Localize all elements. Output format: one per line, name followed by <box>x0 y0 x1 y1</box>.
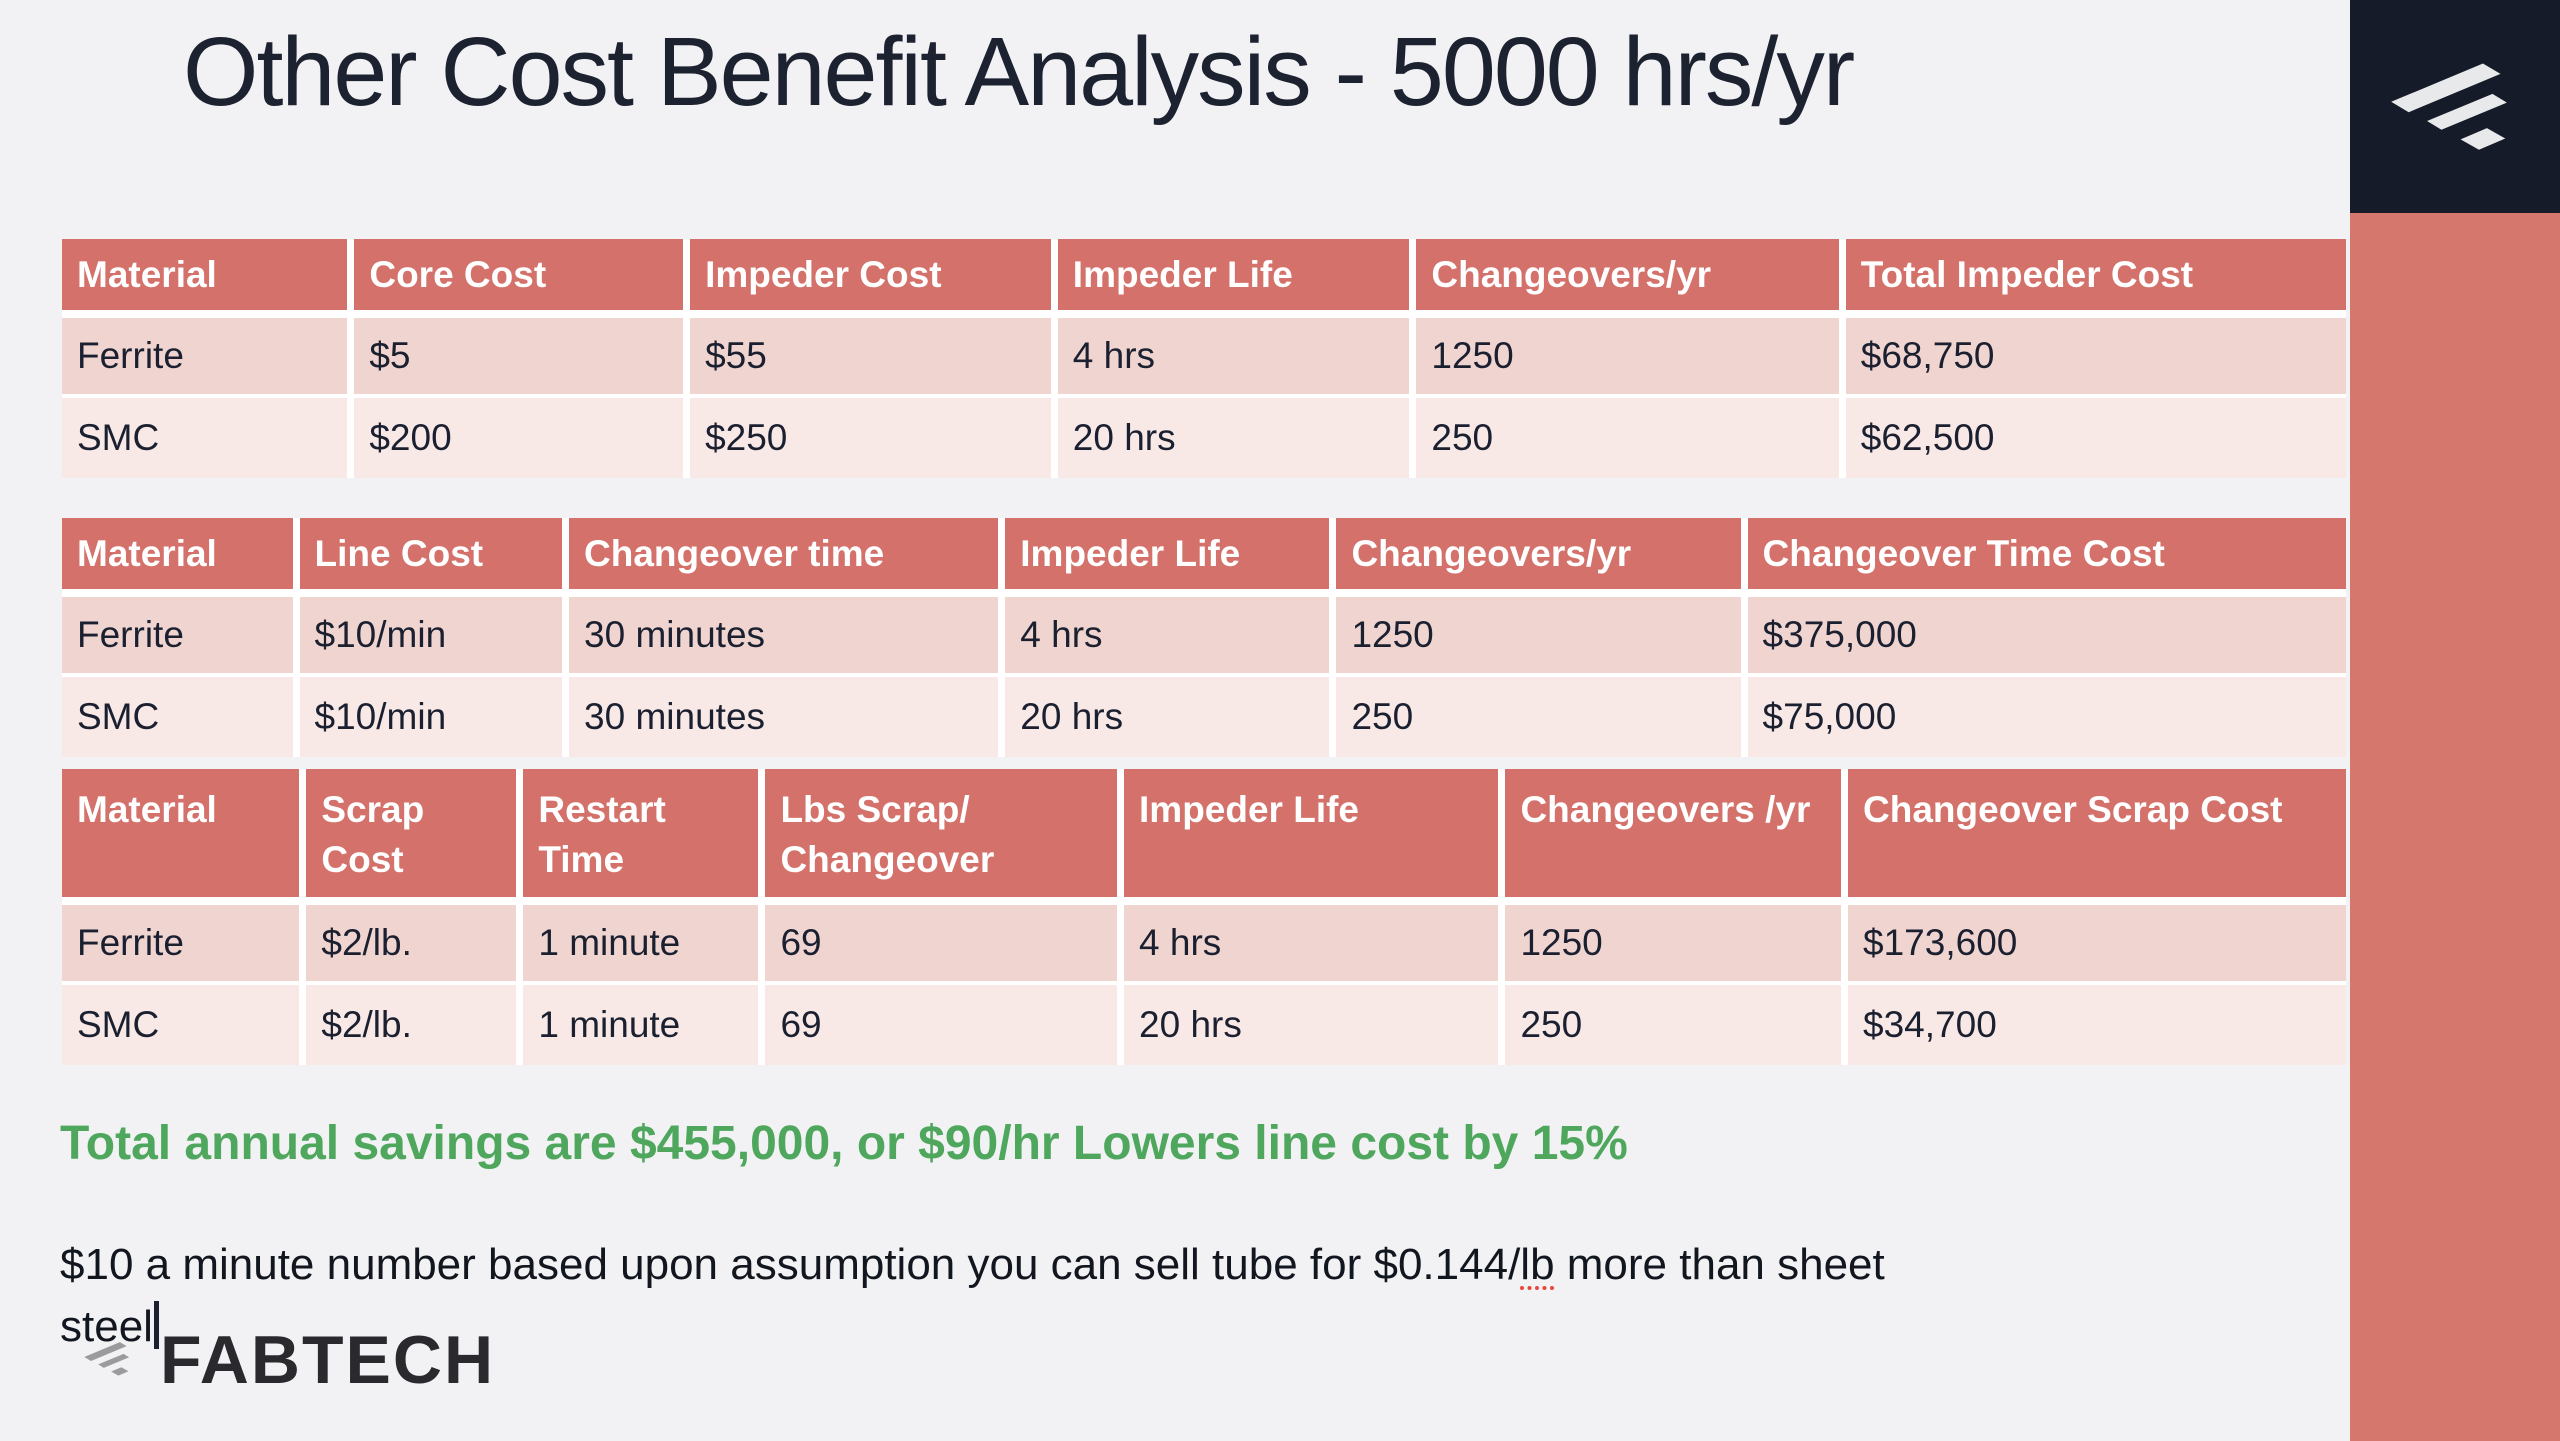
body-cell[interactable]: 1250 <box>1416 318 1846 398</box>
header-cell[interactable]: Changeover Scrap Cost <box>1848 769 2346 905</box>
body-cell[interactable]: 20 hrs <box>1005 677 1337 757</box>
header-cell[interactable]: Changeovers /yr <box>1505 769 1849 905</box>
header-cell[interactable]: Impeder Life <box>1124 769 1506 905</box>
body-cell[interactable]: $10/min <box>299 597 570 677</box>
header-cell[interactable]: Changeovers/yr <box>1336 518 1748 597</box>
table-row: Ferrite $2/lb. 1 minute 69 4 hrs 1250 $173,600 <box>62 905 2346 985</box>
body-cell[interactable]: SMC <box>62 398 355 478</box>
body-cell[interactable]: 250 <box>1505 985 1849 1065</box>
fabtech-stripes-icon <box>84 1342 130 1376</box>
body-cell[interactable]: Ferrite <box>62 597 300 677</box>
body-cell[interactable]: 20 hrs <box>1057 398 1417 478</box>
body-cell[interactable]: 250 <box>1336 677 1748 757</box>
header-cell[interactable]: Impeder Cost <box>690 239 1058 318</box>
body-cell[interactable]: $2/lb. <box>306 985 524 1065</box>
body-cell[interactable]: $375,000 <box>1747 597 2346 677</box>
header-row: Material Line Cost Changeover time Impeder … <box>62 518 2346 597</box>
header-cell[interactable]: Impeder Life <box>1057 239 1417 318</box>
body-cell[interactable]: 30 minutes <box>569 677 1006 757</box>
table-row: SMC $200 $250 20 hrs 250 $62,500 <box>62 398 2346 478</box>
body-cell[interactable]: 1 minute <box>523 905 766 985</box>
body-cell[interactable]: $5 <box>354 318 691 398</box>
savings-summary[interactable]: Total annual savings are $455,000, or $9… <box>60 1117 1628 1170</box>
body-cell[interactable]: $68,750 <box>1845 318 2346 398</box>
note-text-line2: steel <box>60 1302 153 1351</box>
body-cell[interactable]: 69 <box>765 985 1125 1065</box>
body-cell[interactable]: 1 minute <box>523 985 766 1065</box>
changeover-time-cost-table[interactable]: Material Line Cost Changeover time Impeder … <box>62 518 2346 757</box>
body-cell[interactable]: 20 hrs <box>1124 985 1506 1065</box>
body-cell[interactable]: $75,000 <box>1747 677 2346 757</box>
body-cell[interactable]: $200 <box>354 398 691 478</box>
body-cell[interactable]: $62,500 <box>1845 398 2346 478</box>
body-cell[interactable]: 1250 <box>1336 597 1748 677</box>
changeover-scrap-cost-table[interactable]: Material Scrap Cost Restart Time Lbs Scrap/… <box>62 769 2346 1065</box>
body-cell[interactable]: SMC <box>62 677 300 757</box>
table-row: Ferrite $5 $55 4 hrs 1250 $68,750 <box>62 318 2346 398</box>
body-cell[interactable]: $34,700 <box>1848 985 2346 1065</box>
header-cell[interactable]: Material <box>62 239 355 318</box>
table-row: SMC $10/min 30 minutes 20 hrs 250 $75,000 <box>62 677 2346 757</box>
right-accent-bar <box>2350 213 2560 1441</box>
header-row: Material Core Cost Impeder Cost Impeder Lif… <box>62 239 2346 318</box>
body-cell[interactable]: 69 <box>765 905 1125 985</box>
header-cell[interactable]: Line Cost <box>299 518 570 597</box>
body-cell[interactable]: Ferrite <box>62 905 307 985</box>
note-text: more than sheet <box>1554 1240 1885 1289</box>
fabtech-wordmark: FABTECH <box>160 1322 496 1398</box>
table-row: SMC $2/lb. 1 minute 69 20 hrs 250 $34,700 <box>62 985 2346 1065</box>
brand-corner-square <box>2350 0 2560 213</box>
body-cell[interactable]: 250 <box>1416 398 1846 478</box>
header-cell[interactable]: Core Cost <box>354 239 691 318</box>
header-row: Material Scrap Cost Restart Time Lbs Scrap/… <box>62 769 2346 905</box>
note-text: $10 a minute number based upon assumptio… <box>60 1240 1521 1289</box>
body-cell[interactable]: 4 hrs <box>1124 905 1506 985</box>
body-cell[interactable]: Ferrite <box>62 318 355 398</box>
body-cell[interactable]: $250 <box>690 398 1058 478</box>
impeder-cost-table[interactable]: Material Core Cost Impeder Cost Impeder Lif… <box>62 239 2346 478</box>
header-cell[interactable]: Total Impeder Cost <box>1845 239 2346 318</box>
fabtech-stripes-icon <box>2391 63 2507 150</box>
header-cell[interactable]: Impeder Life <box>1005 518 1337 597</box>
body-cell[interactable]: SMC <box>62 985 307 1065</box>
header-cell[interactable]: Material <box>62 769 307 905</box>
fabtech-logo: FABTECH <box>50 1326 495 1394</box>
body-cell[interactable]: $10/min <box>299 677 570 757</box>
slide-title[interactable]: Other Cost Benefit Analysis - 5000 hrs/y… <box>183 17 1855 126</box>
header-cell[interactable]: Changeover Time Cost <box>1747 518 2346 597</box>
body-cell[interactable]: 4 hrs <box>1005 597 1337 677</box>
body-cell[interactable]: $55 <box>690 318 1058 398</box>
text-cursor <box>153 1301 159 1349</box>
assumption-note[interactable]: $10 a minute number based upon assumptio… <box>60 1234 2360 1358</box>
body-cell[interactable]: $173,600 <box>1848 905 2346 985</box>
header-cell[interactable]: Material <box>62 518 300 597</box>
table-row: Ferrite $10/min 30 minutes 4 hrs 1250 $375,00… <box>62 597 2346 677</box>
header-cell[interactable]: Lbs Scrap/ Changeover <box>765 769 1125 905</box>
body-cell[interactable]: $2/lb. <box>306 905 524 985</box>
header-cell[interactable]: Restart Time <box>523 769 766 905</box>
body-cell[interactable]: 4 hrs <box>1057 318 1417 398</box>
body-cell[interactable]: 1250 <box>1505 905 1849 985</box>
body-cell[interactable]: 30 minutes <box>569 597 1006 677</box>
header-cell[interactable]: Changeovers/yr <box>1416 239 1846 318</box>
spellcheck-flagged-word: lb <box>1520 1240 1555 1289</box>
header-cell[interactable]: Changeover time <box>569 518 1006 597</box>
header-cell[interactable]: Scrap Cost <box>306 769 524 905</box>
